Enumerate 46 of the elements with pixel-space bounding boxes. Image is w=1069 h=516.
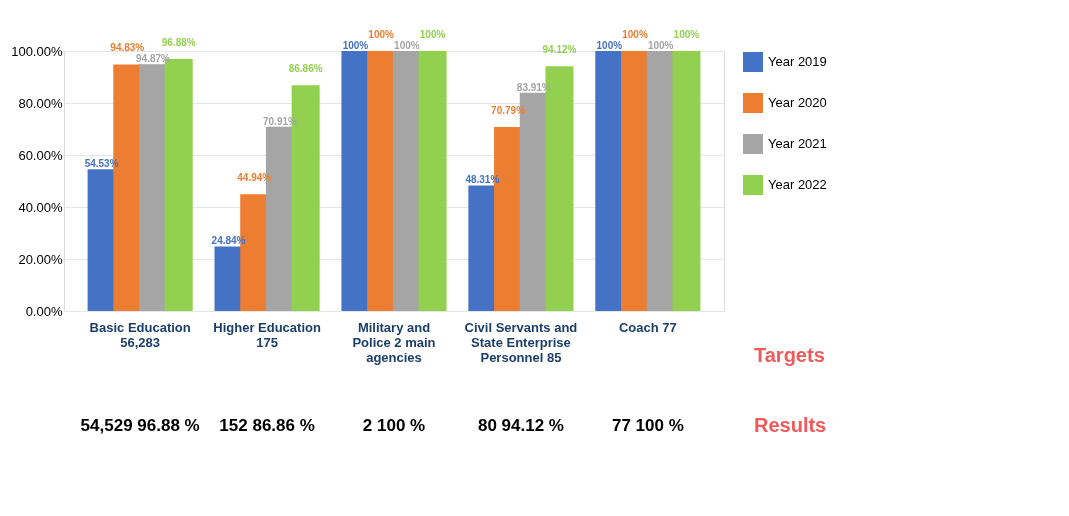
y-tick-label: 40.00% (18, 199, 63, 215)
data-label: 44.94% (237, 172, 272, 184)
legend-label: Year 2022 (768, 177, 827, 192)
data-label: 100% (342, 40, 369, 51)
data-label: 86.86% (288, 63, 323, 75)
y-tick-label: 80.00% (18, 95, 63, 111)
data-label: 100% (673, 29, 700, 40)
data-label: 100% (419, 29, 446, 40)
data-label: 100% (368, 29, 395, 40)
bar (392, 51, 421, 311)
data-label: 70.79% (491, 104, 526, 116)
y-tick-label: 60.00% (18, 147, 63, 163)
x-tick-label: Military and Police 2 main agencies (352, 319, 436, 365)
data-label: 94.87% (136, 53, 171, 65)
bar (620, 51, 649, 311)
data-label: 100% (394, 40, 420, 51)
y-tick-label: 20.00% (18, 251, 63, 267)
text: Targets (754, 344, 825, 366)
text: Results (754, 414, 827, 436)
y-tick-label: 100.00% (11, 43, 63, 59)
legend-label: Year 2019 (768, 54, 827, 69)
bar (367, 51, 396, 311)
data-label: 100% (647, 40, 674, 51)
text: 54,529 96.88 % (80, 416, 200, 435)
legend-label: Year 2020 (768, 95, 827, 110)
data-label: 100% (596, 40, 623, 51)
bar (468, 185, 497, 311)
text: 77 100 % (611, 416, 684, 435)
data-label: 100% (622, 29, 648, 40)
x-tick-label: Higher Education 175 (213, 319, 321, 350)
text: 2 100 % (362, 416, 426, 435)
x-tick-label: Coach 77 (618, 319, 677, 335)
data-label: 94.83% (110, 42, 145, 54)
bar (672, 51, 701, 311)
text: 152 86.86 % (219, 416, 315, 435)
bar (139, 64, 168, 311)
y-tick-label: 0.00% (25, 303, 63, 319)
text: 80 94.12 % (477, 416, 564, 435)
legend-label: Year 2021 (768, 136, 827, 151)
data-label: 94.12% (542, 44, 577, 56)
bar (595, 51, 624, 311)
bar (418, 51, 447, 311)
bar (341, 51, 370, 311)
x-tick-label: Basic Education 56,283 (89, 319, 191, 350)
data-label: 96.88% (161, 37, 196, 49)
x-tick-label: Civil Servants and State Enterprise Personnel 85 (464, 319, 578, 365)
